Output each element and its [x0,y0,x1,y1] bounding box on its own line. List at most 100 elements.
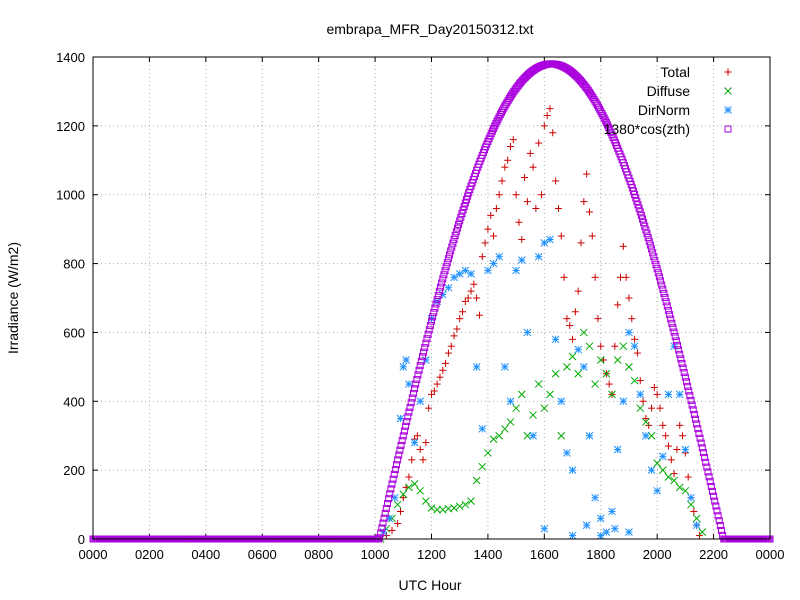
data-point [647,431,656,440]
data-point [506,418,515,426]
data-point [563,315,571,323]
data-point [711,497,719,505]
data-point [439,366,447,374]
data-point [667,315,675,323]
data-point [657,277,665,285]
data-point [405,473,413,481]
data-point [668,319,676,327]
data-point [647,466,656,474]
data-point [457,213,465,221]
data-point [517,390,526,399]
data-point [613,445,622,454]
data-point [435,287,443,295]
data-point [579,363,588,371]
data-point [673,445,681,453]
legend-marker [724,125,732,133]
data-point [529,431,537,440]
x-tick-label: 0200 [135,547,164,562]
data-point [484,449,492,457]
data-point [428,317,435,325]
data-point [659,285,667,293]
data-point [447,247,455,255]
data-point [433,297,441,306]
data-point [399,363,408,371]
data-point [433,296,441,304]
data-point [529,163,537,171]
data-point [413,432,421,440]
data-point [498,177,506,185]
data-point [475,311,483,319]
data-point [431,304,439,312]
data-point [416,397,425,406]
data-point [637,211,645,219]
data-point [388,526,396,534]
data-point [427,504,436,512]
data-point [381,509,389,517]
y-tick-label: 800 [63,257,85,272]
data-point [685,387,693,395]
data-point [661,294,669,302]
data-point [591,380,599,388]
data-point [596,356,605,364]
data-point [596,514,605,523]
data-point [422,497,430,505]
data-point [684,473,692,481]
data-point [677,355,685,363]
data-point [707,482,715,490]
data-point [588,232,596,240]
x-tick-label: 0000 [79,547,108,562]
data-point [642,431,650,440]
data-point [400,427,408,435]
x-tick-label: 2000 [643,547,672,562]
data-point [613,356,622,364]
data-point [517,256,526,264]
data-point [540,524,549,533]
data-point [467,270,475,278]
data-point [681,445,690,454]
data-point [450,235,458,243]
data-point [717,526,725,534]
data-point [408,456,416,464]
data-point [430,387,438,395]
data-point [409,389,417,397]
x-axis-label: UTC Hour [398,577,461,593]
data-point [383,500,391,508]
data-point [478,462,487,471]
data-point [399,490,408,499]
data-point [687,493,695,502]
data-point [670,476,678,485]
data-point [681,486,690,495]
legend-label: 1380*cos(zth) [604,121,690,137]
data-point [493,117,501,125]
data-point [636,208,644,216]
chart-title: embrapa_MFR_Day20150312.txt [326,21,533,37]
data-point [470,280,478,288]
y-tick-label: 0 [78,532,85,547]
data-point [467,497,475,505]
data-point [379,519,387,527]
data-point [630,376,639,385]
data-point [492,204,500,212]
data-point [597,107,605,115]
data-point [614,301,622,309]
data-point [450,504,458,512]
data-point [472,363,481,371]
data-point [488,127,496,135]
data-point [448,243,456,251]
data-point [585,342,594,351]
data-point [549,129,557,137]
y-tick-label: 1400 [56,50,85,65]
data-point [596,531,605,540]
data-point [391,466,399,474]
data-point [405,408,413,416]
data-point [568,531,577,540]
data-point [515,218,523,226]
data-point [645,237,653,245]
data-point [643,230,651,238]
data-point [619,342,628,351]
data-point [689,406,697,414]
data-point [684,382,692,390]
data-point [523,431,532,440]
data-point [551,335,560,344]
data-point [692,415,700,423]
